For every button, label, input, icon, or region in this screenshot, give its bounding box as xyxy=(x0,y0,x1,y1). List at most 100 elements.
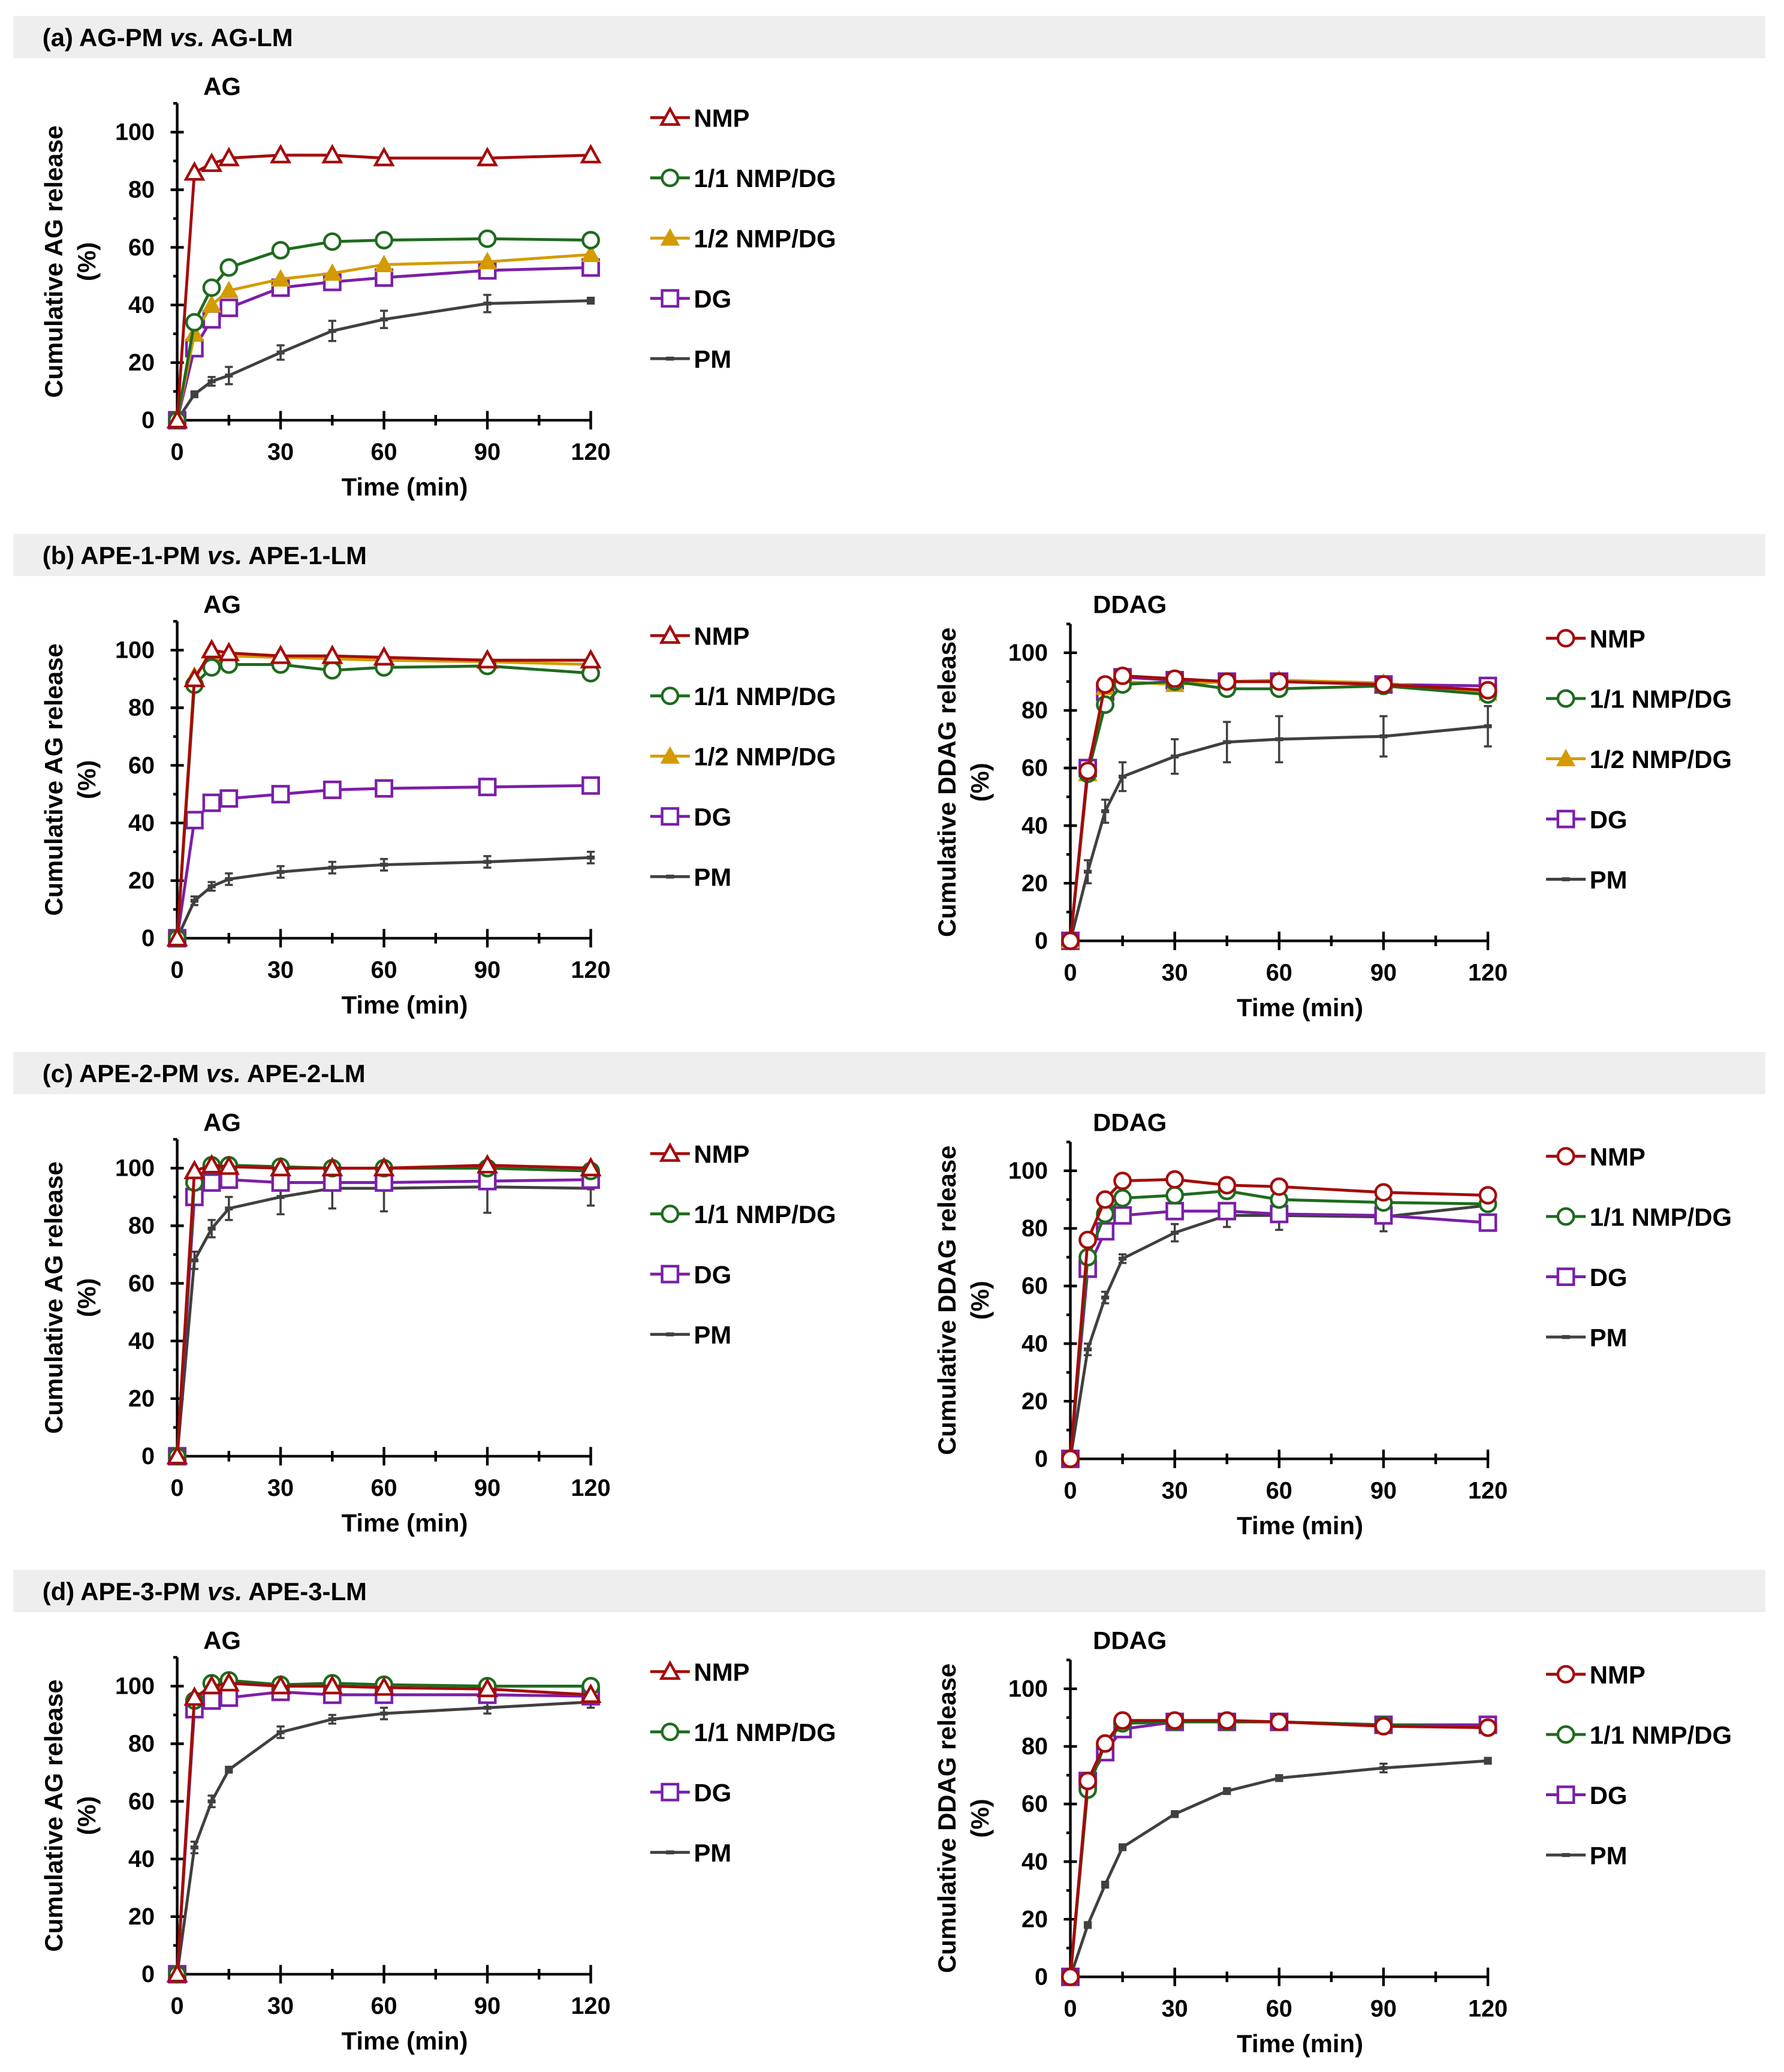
data-point xyxy=(1374,1183,1393,1202)
y-tick-label: 0 xyxy=(141,407,155,433)
data-point xyxy=(1171,1812,1179,1817)
data-point xyxy=(476,649,499,668)
y-tick-label: 0 xyxy=(141,925,155,951)
y-tick-label: 80 xyxy=(1021,1215,1048,1242)
y-tick-label: 80 xyxy=(1021,1733,1048,1760)
y-axis-label: Cumulative AG release xyxy=(40,643,68,915)
y-tick-label: 0 xyxy=(1035,1964,1048,1990)
legend-marker xyxy=(661,1722,680,1742)
legend-label: DG xyxy=(1590,1263,1628,1291)
legend-marker xyxy=(666,874,674,879)
chart-title: AG xyxy=(203,73,241,101)
chart-title: AG xyxy=(203,591,241,619)
x-axis-label: Time (min) xyxy=(342,1509,468,1537)
legend-label: 1/1 NMP/DG xyxy=(1590,1721,1732,1749)
data-point xyxy=(477,252,498,270)
legend-item-nmp: NMP xyxy=(650,1140,749,1168)
legend-label: PM xyxy=(694,345,731,374)
x-axis-label: Time (min) xyxy=(1237,993,1363,1022)
y-axis-unit: (%) xyxy=(966,763,994,802)
data-point xyxy=(321,1675,343,1695)
data-point xyxy=(1096,1734,1115,1753)
x-tick-label: 120 xyxy=(1468,1477,1508,1504)
series-line xyxy=(176,1679,591,1975)
series-nmp xyxy=(166,143,602,429)
legend-item-dg: DG xyxy=(650,285,731,313)
y-axis-label: Cumulative AG release xyxy=(40,1161,68,1433)
panel-header: (b) APE-1-PM vs. APE-1-LM xyxy=(43,541,367,570)
data-point xyxy=(1096,1190,1115,1209)
data-point xyxy=(271,1173,290,1192)
y-tick-label: 100 xyxy=(115,1673,155,1700)
legend-label: 1/2 NMP/DG xyxy=(694,225,836,253)
data-point xyxy=(1101,1295,1110,1300)
data-point xyxy=(1223,740,1231,745)
panel-header: (d) APE-3-PM vs. APE-3-LM xyxy=(43,1577,367,1606)
legend-marker xyxy=(1556,809,1575,829)
data-point xyxy=(166,409,188,429)
data-point xyxy=(202,278,221,297)
legend-item-pm: PM xyxy=(1546,866,1628,894)
data-point xyxy=(271,240,290,260)
data-point xyxy=(1484,1758,1492,1763)
legend-marker xyxy=(1556,689,1575,708)
legend-item-1-2-nmp-dg: 1/2 NMP/DG xyxy=(1546,745,1732,773)
legend-marker xyxy=(661,807,680,826)
data-point xyxy=(202,658,221,677)
panel-header-bar xyxy=(13,534,1765,576)
series-line xyxy=(1069,1209,1488,1459)
data-point xyxy=(218,146,240,167)
legend-item-nmp: NMP xyxy=(1546,1661,1646,1689)
legend-label: DG xyxy=(1590,806,1628,834)
data-point xyxy=(1078,1230,1098,1249)
y-axis-label: Cumulative DDAG release xyxy=(933,1664,961,1973)
data-point xyxy=(483,860,492,864)
data-point xyxy=(483,1706,492,1710)
x-tick-label: 30 xyxy=(1162,959,1188,986)
chart-title: DDAG xyxy=(1093,591,1167,619)
legend-label: 1/1 NMP/DG xyxy=(694,164,836,192)
legend-label: DG xyxy=(694,1261,731,1289)
y-tick-label: 80 xyxy=(128,177,155,203)
y-tick-label: 100 xyxy=(115,119,155,146)
data-point xyxy=(201,295,222,313)
series-pm xyxy=(1066,1757,1492,1979)
x-tick-label: 60 xyxy=(370,439,397,465)
panel-header-prefix: (b) APE-1-PM xyxy=(43,541,207,570)
legend-marker xyxy=(666,1850,674,1854)
data-point xyxy=(1478,1213,1497,1232)
legend-marker xyxy=(1556,1725,1575,1744)
data-point xyxy=(1165,1711,1185,1730)
data-point xyxy=(321,1157,343,1177)
data-point xyxy=(185,811,204,830)
x-tick-label: 0 xyxy=(1064,959,1077,986)
series-pm xyxy=(173,850,595,941)
data-point xyxy=(478,229,497,248)
data-point xyxy=(323,781,342,799)
legend-marker xyxy=(661,1204,680,1224)
data-point xyxy=(202,1173,221,1192)
legend-label: DG xyxy=(694,1779,731,1807)
y-tick-label: 40 xyxy=(128,810,155,836)
series-line xyxy=(176,1185,591,1457)
data-point xyxy=(476,1678,499,1697)
x-tick-label: 0 xyxy=(171,1993,184,2019)
data-point xyxy=(1061,931,1080,950)
legend-label: DG xyxy=(694,803,731,831)
panel-header-suffix: APE-1-LM xyxy=(242,541,367,570)
legend-label: 1/2 NMP/DG xyxy=(694,743,836,771)
x-tick-label: 60 xyxy=(1266,959,1292,986)
data-point xyxy=(1374,1716,1393,1736)
chart-title: DDAG xyxy=(1093,1109,1167,1137)
data-point xyxy=(1270,1712,1289,1731)
chart-ag: AG 0 20 40 60 80 100 0 30 60 90 120 Time (min) Cumula… xyxy=(40,1627,836,2055)
y-axis-unit: (%) xyxy=(73,1796,101,1835)
chart-ddag: DDAG 0 20 40 60 80 100 0 30 60 90 120 Time (min) Cumu… xyxy=(933,1627,1732,2058)
y-axis-unit: (%) xyxy=(73,242,101,281)
chart-ag: AG 0 20 40 60 80 100 0 30 60 90 120 Time (min) Cumula… xyxy=(40,591,836,1019)
data-point xyxy=(328,329,336,333)
data-point xyxy=(1478,1718,1497,1737)
data-point xyxy=(271,785,290,804)
data-point xyxy=(580,143,602,164)
